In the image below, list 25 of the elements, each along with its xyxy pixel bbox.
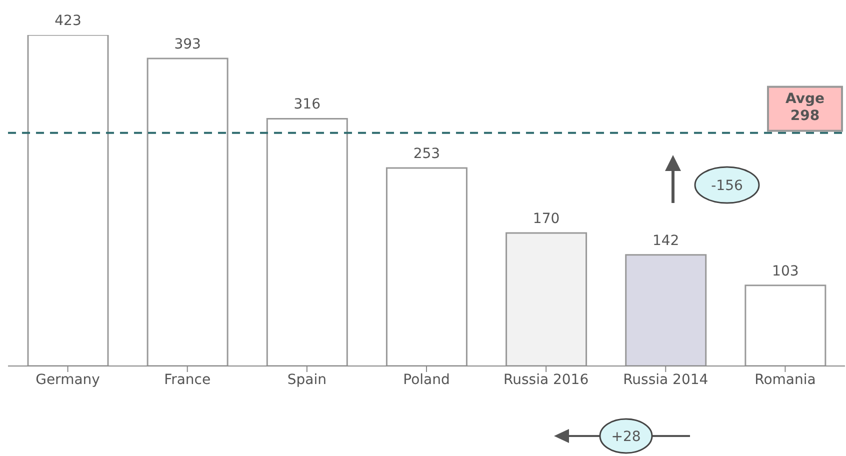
x-tick-label: Germany: [36, 372, 100, 388]
data-label: 170: [532, 210, 560, 227]
bar: [744, 284, 826, 366]
bar: [146, 58, 228, 366]
bar: [506, 232, 588, 366]
ref-line-label: Avge 298: [786, 90, 824, 124]
data-label: 103: [772, 263, 799, 280]
x-tick-label: Russia 2014: [623, 372, 708, 388]
bar: [625, 254, 707, 366]
x-tick-label: Spain: [287, 372, 326, 388]
oval-callout: +28: [599, 418, 653, 454]
x-tick-label: Poland: [403, 372, 450, 388]
data-label: 253: [413, 146, 440, 162]
data-label: 142: [652, 232, 680, 249]
bar: [386, 167, 468, 366]
annotation: -156: [711, 178, 743, 194]
data-label: 423: [54, 13, 82, 29]
x-tick-label: Russia 2016: [504, 372, 589, 388]
bar: [27, 35, 109, 366]
data-label: 316: [294, 96, 321, 113]
data-label: 393: [174, 36, 201, 52]
x-tick-label: France: [164, 372, 211, 388]
oval-callout: -156: [694, 166, 760, 204]
x-tick-label: Romania: [754, 372, 816, 388]
bar: [266, 118, 348, 366]
